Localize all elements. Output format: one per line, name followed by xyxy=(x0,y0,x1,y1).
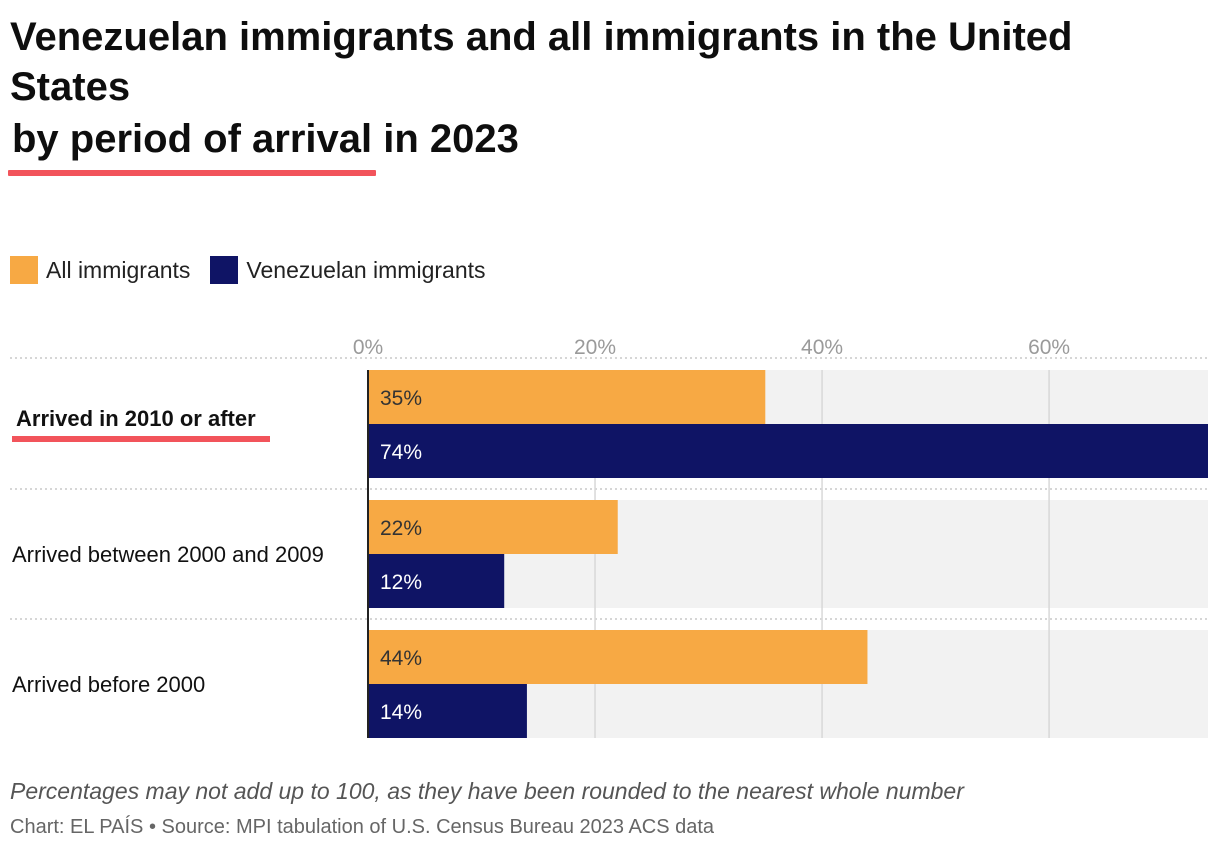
bar-value-label: 74% xyxy=(380,441,422,464)
bar-value-label: 14% xyxy=(380,701,422,724)
chart-title-main: Venezuelan immigrants and all immigrants… xyxy=(10,15,1073,109)
bar-chart: 0% 20% 40% 60% 35% 74% 22% 12% 44% 14% Arrived in … xyxy=(10,336,1208,738)
bar-value-label: 12% xyxy=(380,571,422,594)
category-label: Arrived in 2010 or after xyxy=(16,406,256,431)
category-highlight-underline xyxy=(12,436,270,442)
bar-venezuelan xyxy=(368,684,527,738)
x-tick-label: 40% xyxy=(801,336,843,359)
x-tick-label: 60% xyxy=(1028,336,1070,359)
legend-item-venezuelan: Venezuelan immigrants xyxy=(210,256,486,284)
legend-swatch-all-immigrants xyxy=(10,256,38,284)
category-label: Arrived before 2000 xyxy=(12,672,205,697)
source-credit: Chart: EL PAÍS • Source: MPI tabulation … xyxy=(10,816,715,838)
legend-item-all-immigrants: All immigrants xyxy=(10,256,190,284)
category-label: Arrived between 2000 and 2009 xyxy=(12,542,324,567)
bar-venezuelan xyxy=(368,554,505,608)
bar-value-label: 35% xyxy=(380,387,422,410)
bar-value-label: 44% xyxy=(380,647,422,670)
chart-title-line: by period of arrival in 2023 xyxy=(7,114,519,176)
legend-label-venezuelan: Venezuelan immigrants xyxy=(246,256,486,283)
bar-venezuelan xyxy=(368,424,1208,478)
legend: All immigrants Venezuelan immigrants xyxy=(10,256,506,284)
bar-all-immigrants xyxy=(368,630,868,684)
bar-all-immigrants xyxy=(368,370,766,424)
x-tick-label: 0% xyxy=(353,336,383,359)
footnote: Percentages may not add up to 100, as th… xyxy=(10,778,964,804)
legend-swatch-venezuelan xyxy=(210,256,239,284)
bar-all-immigrants xyxy=(368,500,618,554)
bar-value-label: 22% xyxy=(380,517,422,540)
x-tick-label: 20% xyxy=(574,336,616,359)
legend-label-all-immigrants: All immigrants xyxy=(46,256,191,283)
chart-title-highlight: by period of arrival xyxy=(7,114,377,176)
chart-title-suffix: in 2023 xyxy=(383,117,519,161)
chart-title: Venezuelan immigrants and all immigrants… xyxy=(10,12,1200,112)
